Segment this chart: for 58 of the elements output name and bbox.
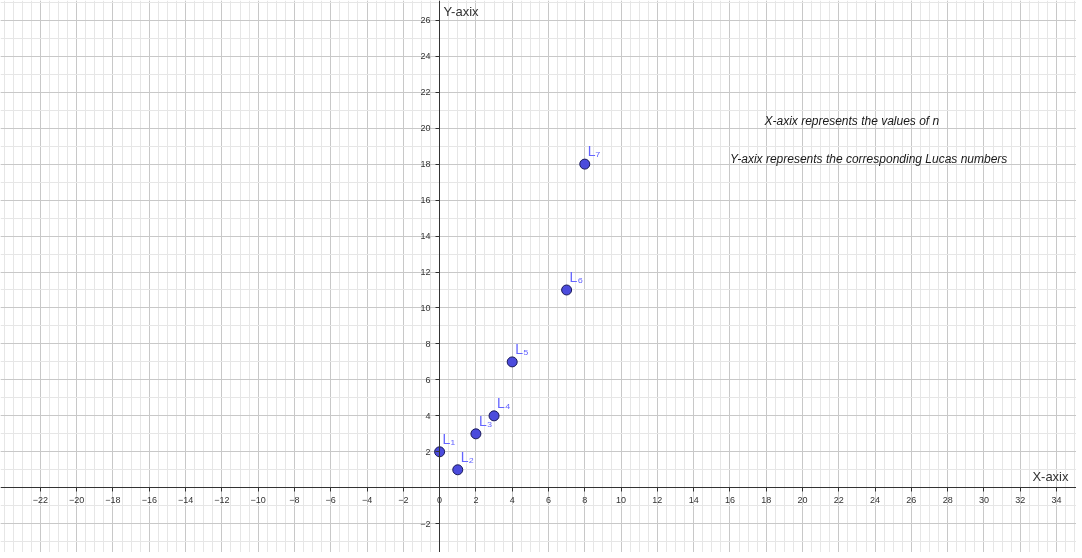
- x-tick-label: 34: [1051, 494, 1062, 505]
- y-tick-label: 16: [420, 195, 431, 206]
- x-tick-label: 26: [906, 494, 917, 505]
- y-tick-label: −2: [420, 518, 431, 529]
- annotation: Y-axix represents the corresponding Lucas numbers: [730, 152, 1008, 167]
- point: [452, 464, 464, 476]
- x-tick-label: 4: [509, 494, 515, 505]
- point: [506, 356, 518, 368]
- x-tick-label: 22: [833, 494, 844, 505]
- point: [579, 158, 591, 170]
- y-tick-label: 14: [420, 231, 431, 242]
- x-tick-label: 20: [797, 494, 808, 505]
- y-tick-label: 4: [425, 410, 431, 421]
- annotation: X-axix represents the values of n: [763, 113, 940, 128]
- x-tick-label: 8: [582, 494, 588, 505]
- y-tick-label: 6: [425, 374, 431, 385]
- annotation: L₆: [569, 268, 584, 285]
- x-tick-label: −14: [177, 494, 194, 505]
- annotation: L₁: [442, 430, 456, 447]
- x-tick-label: −8: [289, 494, 300, 505]
- x-tick-label: 2: [473, 494, 479, 505]
- y-tick-label: 12: [420, 267, 431, 277]
- y-tick-label: 22: [420, 87, 431, 98]
- annotation: L₇: [587, 143, 601, 160]
- y-tick-label: 8: [425, 338, 431, 349]
- x-tick-label: −12: [214, 494, 230, 505]
- x-tick-label: 32: [1015, 494, 1026, 505]
- y-tick-label: 18: [420, 159, 431, 170]
- y-axis-title: Y-axix: [443, 3, 480, 19]
- point: [470, 428, 482, 440]
- x-tick-label: 6: [545, 494, 551, 505]
- annotation: L₅: [515, 340, 529, 357]
- y-tick-label: 2: [425, 446, 431, 457]
- x-tick-label: 18: [761, 494, 772, 505]
- x-tick-label: −20: [69, 494, 85, 505]
- x-tick-label: −22: [32, 494, 49, 505]
- x-tick-label: −4: [361, 494, 373, 505]
- x-tick-label: 16: [724, 494, 735, 505]
- x-tick-label: 14: [688, 494, 699, 505]
- x-tick-label: 24: [870, 494, 881, 505]
- y-tick-label: 24: [420, 51, 431, 62]
- annotation: L₄: [497, 394, 511, 411]
- x-tick-label: 10: [616, 494, 627, 505]
- y-tick-label: 20: [420, 123, 431, 134]
- annotation: L₂: [460, 448, 474, 465]
- x-axis-title: X-axix: [1032, 468, 1069, 484]
- x-tick-label: −10: [250, 494, 266, 505]
- x-tick-label: −18: [105, 494, 121, 505]
- y-tick-label: 10: [420, 302, 431, 313]
- x-tick-label: −6: [325, 494, 336, 505]
- x-tick-label: −2: [398, 494, 409, 505]
- x-tick-label: −16: [141, 494, 157, 505]
- y-tick-label: 26: [420, 15, 431, 26]
- x-tick-label: 12: [652, 494, 663, 505]
- point: [561, 284, 573, 296]
- annotation: L₃: [478, 412, 493, 429]
- x-tick-label: 30: [978, 494, 989, 505]
- x-tick-label: 28: [942, 494, 953, 505]
